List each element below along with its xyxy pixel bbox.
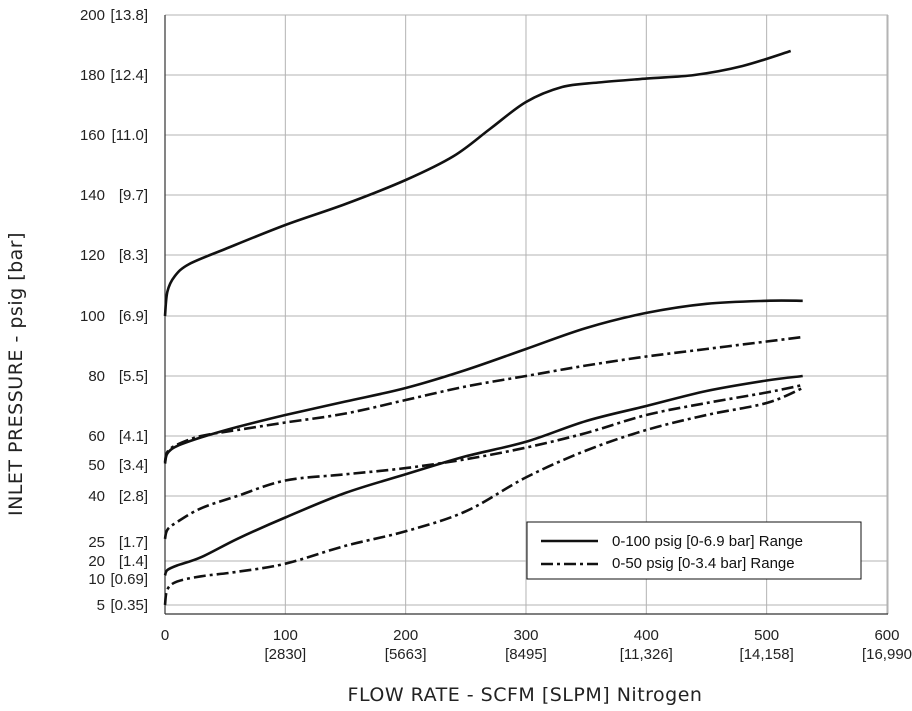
y-tick-label: 140 xyxy=(80,187,105,204)
y-tick-sublabel: [11.0] xyxy=(112,127,148,144)
y-tick-sublabel: [1.7] xyxy=(119,534,148,551)
grid xyxy=(164,14,889,615)
y-tick-label: 20 xyxy=(88,553,105,570)
y-axis-title: INLET PRESSURE - psig [bar] xyxy=(5,232,27,516)
y-tick-sublabel: [13.8] xyxy=(110,7,148,24)
y-tick-sublabel: [0.35] xyxy=(110,597,148,614)
x-tick-sublabel: [8495] xyxy=(505,646,547,663)
curve-dashdot-6 xyxy=(163,386,804,606)
y-tick-label: 25 xyxy=(88,534,105,551)
legend-label-1: 0-100 psig [0-6.9 bar] Range xyxy=(612,533,803,550)
curve-solid-3 xyxy=(163,374,803,576)
x-tick-sublabel: [5663] xyxy=(385,646,427,663)
y-tick-sublabel: [9.7] xyxy=(119,187,148,204)
legend-box xyxy=(526,521,862,580)
y-tick-label: 160 xyxy=(80,127,105,144)
x-tick-labels: 0 100 [2830] 200 [5663] 300 [8495] 400 [11,326] 5… xyxy=(161,627,912,663)
legend: 0-100 psig [0-6.9 bar] Range 0-50 psig [… xyxy=(526,521,862,580)
y-tick-label: 100 xyxy=(80,308,105,325)
y-tick-label: 10 xyxy=(88,571,105,588)
y-tick-sublabel: [4.1] xyxy=(119,428,148,445)
x-tick-label: 500 xyxy=(754,627,779,644)
y-tick-label: 180 xyxy=(80,67,105,84)
x-tick-sublabel: [14,158] xyxy=(740,646,794,663)
y-tick-sublabel: [5.5] xyxy=(119,368,148,385)
x-tick-label: 0 xyxy=(161,627,169,644)
curve-solid-1 xyxy=(163,49,792,317)
y-tick-label: 40 xyxy=(88,488,105,505)
x-tick-sublabel: [2830] xyxy=(264,646,306,663)
y-tick-label: 80 xyxy=(88,368,105,385)
y-tick-sublabel: [1.4] xyxy=(119,553,148,570)
x-tick-label: 600 xyxy=(874,627,899,644)
y-tick-sublabel: [12.4] xyxy=(110,67,148,84)
x-axis-title: FLOW RATE - SCFM [SLPM] Nitrogen xyxy=(348,684,703,706)
x-tick-sublabel: [11,326] xyxy=(620,646,673,663)
x-tick-label: 300 xyxy=(513,627,538,644)
y-tick-sublabel: [6.9] xyxy=(119,308,148,325)
x-tick-label: 400 xyxy=(634,627,659,644)
x-tick-label: 100 xyxy=(273,627,298,644)
y-tick-label: 60 xyxy=(88,428,105,445)
y-tick-label: 200 xyxy=(80,7,105,24)
y-tick-label: 50 xyxy=(88,457,105,474)
y-tick-sublabel: [8.3] xyxy=(119,247,148,264)
x-tick-label: 200 xyxy=(393,627,418,644)
x-tick-sublabel: [16,990 xyxy=(862,646,912,663)
legend-label-2: 0-50 psig [0-3.4 bar] Range xyxy=(612,555,795,572)
curves xyxy=(163,49,804,606)
y-tick-labels: 5 [0.35] 10 [0.69] 20 [1.4] 25 [1.7] 40 [2.8] 50 [3… xyxy=(80,7,148,614)
y-tick-sublabel: [2.8] xyxy=(119,488,148,505)
curve-dashdot-4 xyxy=(163,335,803,463)
y-tick-label: 5 xyxy=(97,597,105,614)
y-tick-label: 120 xyxy=(80,247,105,264)
y-tick-sublabel: [0.69] xyxy=(110,571,148,588)
y-tick-sublabel: [3.4] xyxy=(119,457,148,474)
curve-solid-2 xyxy=(163,299,803,464)
curve-dashdot-5 xyxy=(163,383,803,540)
